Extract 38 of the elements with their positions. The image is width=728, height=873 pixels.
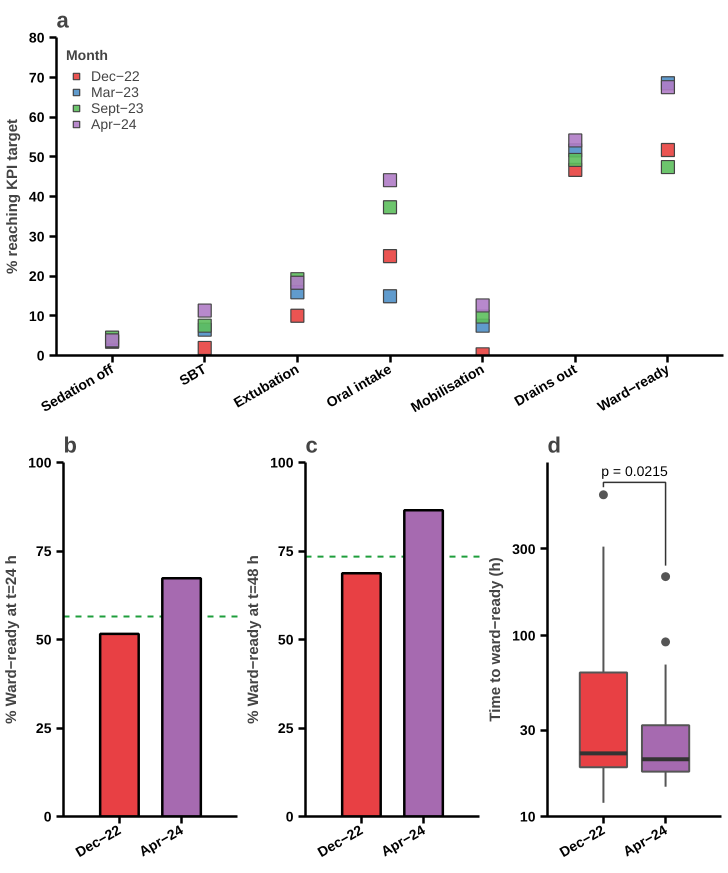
y-tick-label: 70 xyxy=(28,69,45,86)
y-tick-label: 30 xyxy=(28,228,45,244)
y-tick-label: 40 xyxy=(28,188,45,204)
y-tick-label: 100 xyxy=(270,454,294,470)
legend-title: Month xyxy=(66,47,109,63)
y-tick-label: 50 xyxy=(278,632,294,648)
chart-title: a xyxy=(56,8,70,32)
legend-label: Dec−22 xyxy=(91,68,140,84)
legend-label: Sept−23 xyxy=(91,100,144,116)
y-tick-label: 0 xyxy=(44,808,52,824)
y-tick-label: 0 xyxy=(36,348,45,364)
legend-label: Apr−24 xyxy=(91,116,137,132)
y-tick-label: 300 xyxy=(512,540,536,557)
y-tick-label: 100 xyxy=(28,454,52,470)
annotation: p = 0.0215 xyxy=(601,463,668,480)
y-tick-label: 10 xyxy=(520,808,536,824)
y-tick-label: 60 xyxy=(28,109,45,125)
y-tick-label: 30 xyxy=(520,722,536,738)
y-tick-label: 100 xyxy=(512,627,536,644)
y-tick-label: 75 xyxy=(36,543,52,559)
y-tick-label: 25 xyxy=(278,720,294,736)
y-tick-label: 75 xyxy=(278,543,294,559)
legend-label: Mar−23 xyxy=(91,84,139,100)
y-tick-label: 25 xyxy=(36,720,52,736)
y-tick-label: 80 xyxy=(28,30,45,46)
y-tick-label: 50 xyxy=(36,632,52,648)
y-tick-label: 0 xyxy=(286,808,294,824)
y-axis-title: % reaching KPI target xyxy=(4,118,21,274)
chart-title: b xyxy=(64,432,77,458)
y-tick-label: 20 xyxy=(28,268,45,284)
chart-title: d xyxy=(548,432,561,458)
y-tick-label: 50 xyxy=(28,148,45,165)
y-axis-title: Time to ward−ready (h) xyxy=(487,557,504,722)
y-tick-label: 10 xyxy=(28,308,45,324)
chart-title: c xyxy=(306,432,318,458)
y-axis-title: % Ward−ready at t=24 h xyxy=(3,555,20,724)
x-tick-label: SBT xyxy=(176,360,210,388)
y-axis-title: % Ward−ready at t=48 h xyxy=(245,555,262,724)
